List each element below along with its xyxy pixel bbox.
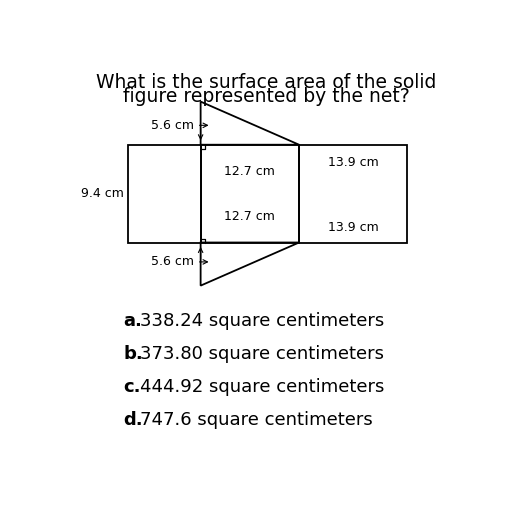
- Text: What is the surface area of the solid: What is the surface area of the solid: [96, 73, 437, 92]
- Text: 12.7 cm: 12.7 cm: [225, 210, 275, 223]
- Text: 5.6 cm: 5.6 cm: [151, 255, 194, 268]
- Text: b.: b.: [123, 345, 143, 363]
- Text: 5.6 cm: 5.6 cm: [151, 119, 194, 132]
- Text: 9.4 cm: 9.4 cm: [81, 187, 124, 200]
- Text: a.: a.: [123, 312, 142, 330]
- Text: c.: c.: [123, 378, 140, 396]
- Text: 747.6 square centimeters: 747.6 square centimeters: [140, 411, 373, 429]
- Text: 373.80 square centimeters: 373.80 square centimeters: [140, 345, 384, 363]
- Text: d.: d.: [123, 411, 143, 429]
- Text: 12.7 cm: 12.7 cm: [225, 165, 275, 177]
- Text: 444.92 square centimeters: 444.92 square centimeters: [140, 378, 385, 396]
- Text: 338.24 square centimeters: 338.24 square centimeters: [140, 312, 384, 330]
- Text: 13.9 cm: 13.9 cm: [328, 221, 378, 234]
- Text: 13.9 cm: 13.9 cm: [328, 156, 378, 169]
- Text: figure represented by the net?: figure represented by the net?: [123, 87, 410, 106]
